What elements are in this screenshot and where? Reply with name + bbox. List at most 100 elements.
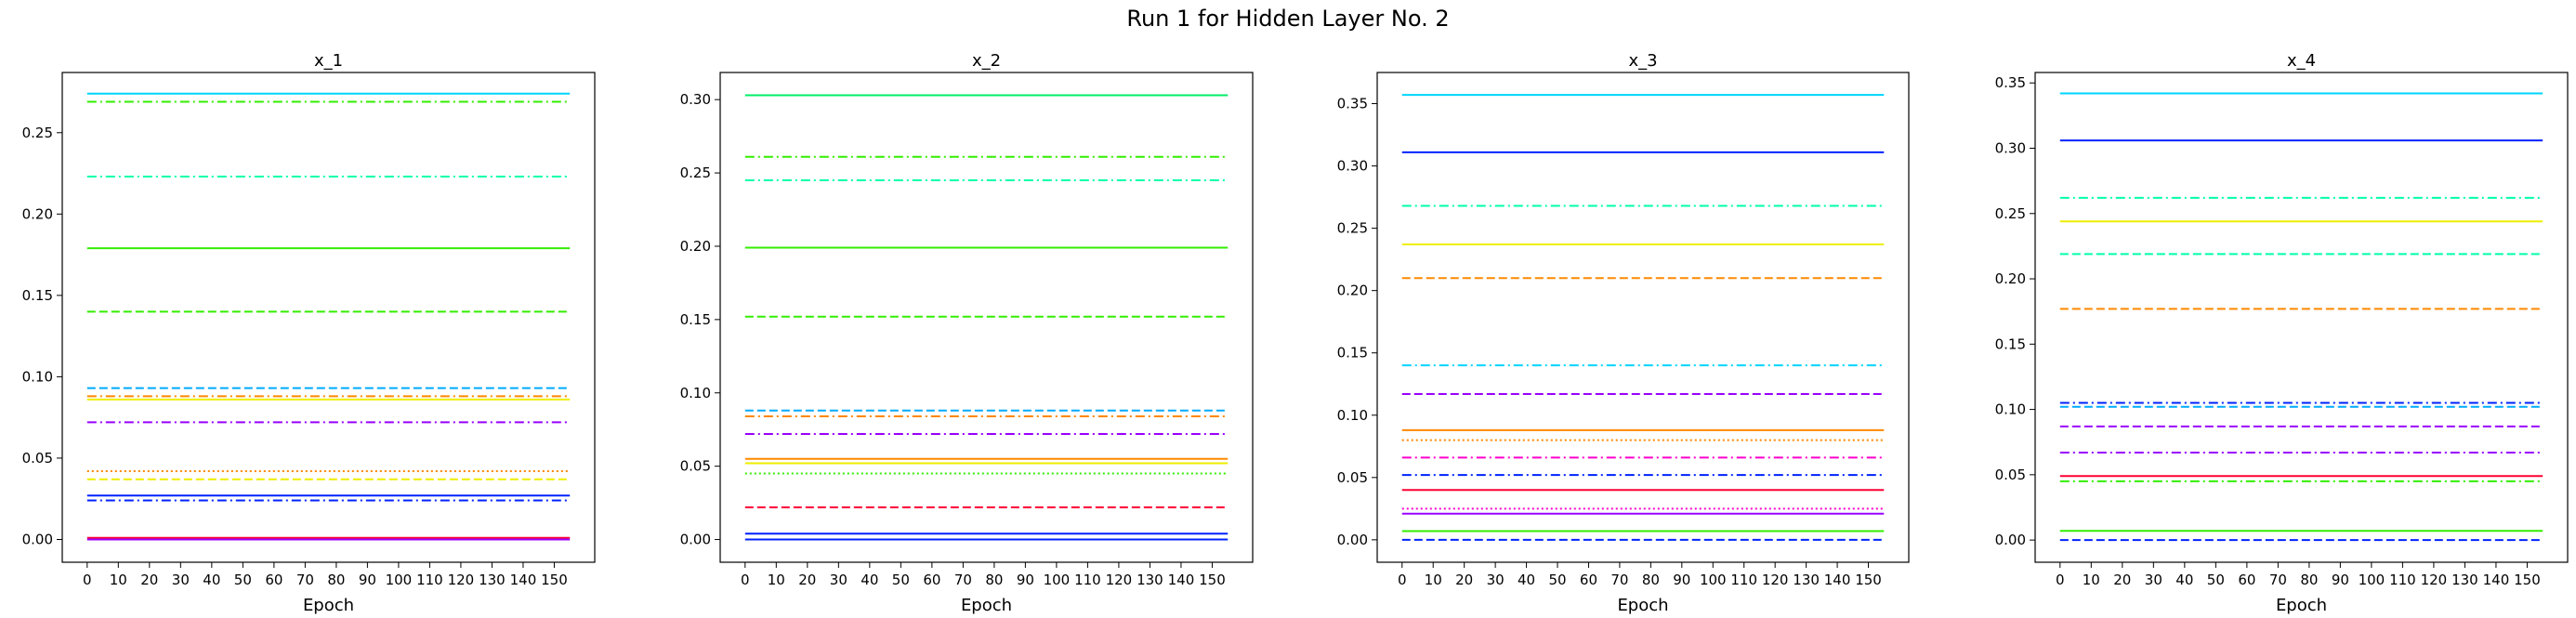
x-tick-label: 80: [985, 572, 1003, 588]
axes-frame: [1376, 72, 1910, 563]
x-axis-title: Epoch: [2276, 596, 2327, 615]
x-tick-label: 90: [1017, 572, 1034, 588]
x-tick-label: 0: [2056, 572, 2065, 588]
y-tick-label: 0.20: [22, 205, 53, 222]
x-tick-label: 150: [1199, 572, 1226, 588]
y-tick-label: 0.20: [680, 238, 711, 255]
x-axis-title: Epoch: [1617, 596, 1668, 615]
y-tick-label: 0.20: [1337, 283, 1368, 299]
x-tick-label: 50: [234, 572, 252, 588]
y-tick-label: 0.00: [22, 531, 53, 547]
x-tick-label: 20: [2113, 572, 2131, 588]
figure-title: Run 1 for Hidden Layer No. 2: [1126, 6, 1450, 32]
x-tick-label: 40: [203, 572, 220, 588]
y-tick-label: 0.10: [1995, 401, 2026, 418]
x-tick-label: 120: [2421, 572, 2448, 588]
y-tick-label: 0.05: [680, 458, 711, 475]
subplot-title: x_4: [2287, 51, 2316, 71]
axes-frame: [61, 72, 596, 563]
subplot-title: x_3: [1628, 51, 1657, 71]
x-tick-label: 120: [448, 572, 475, 588]
axes-frame: [719, 72, 1254, 563]
subplot-1: 0 10 20 30 40 50 60 70 80 90 100 110 120 130 140 150 0.0…: [22, 51, 596, 615]
y-tick-label: 0.25: [1995, 205, 2026, 222]
x-axis-title: Epoch: [961, 596, 1012, 615]
y-tick-label: 0.15: [1337, 345, 1368, 362]
x-tick-label: 20: [1455, 572, 1473, 588]
x-tick-label: 100: [1044, 572, 1071, 588]
x-tick-label: 100: [1700, 572, 1727, 588]
y-tick-label: 0.25: [1337, 220, 1368, 237]
y-tick-label: 0.10: [680, 385, 711, 401]
x-tick-label: 20: [140, 572, 158, 588]
x-tick-label: 60: [923, 572, 940, 588]
y-tick-label: 0.25: [680, 164, 711, 181]
x-tick-label: 130: [479, 572, 506, 588]
y-tick-label: 0.15: [680, 311, 711, 328]
x-tick-label: 150: [1855, 572, 1882, 588]
x-tick-label: 90: [359, 572, 376, 588]
x-tick-label: 110: [2389, 572, 2416, 588]
subplot-title: x_1: [314, 51, 343, 71]
y-tick-label: 0.10: [22, 368, 53, 385]
x-tick-label: 110: [1074, 572, 1101, 588]
x-tick-label: 100: [386, 572, 413, 588]
y-tick-label: 0.05: [1995, 467, 2026, 483]
x-tick-label: 140: [510, 572, 537, 588]
x-tick-label: 60: [265, 572, 283, 588]
x-tick-label: 130: [2451, 572, 2478, 588]
x-tick-label: 10: [110, 572, 127, 588]
x-tick-label: 70: [1610, 572, 1628, 588]
x-tick-label: 0: [1398, 572, 1407, 588]
subplot-2: 0 10 20 30 40 50 60 70 80 90 100 110 120 130 140 150 0.0…: [680, 51, 1254, 615]
x-tick-label: 0: [83, 572, 92, 588]
x-tick-label: 10: [768, 572, 785, 588]
x-tick-label: 70: [296, 572, 314, 588]
x-tick-label: 140: [1168, 572, 1195, 588]
subplot-4: 0 10 20 30 40 50 60 70 80 90 100 110 120 130 140 150 0.0…: [1995, 51, 2569, 615]
x-axis-title: Epoch: [303, 596, 354, 615]
y-tick-label: 0.20: [1995, 270, 2026, 287]
y-tick-label: 0.30: [680, 91, 711, 108]
x-tick-label: 80: [327, 572, 345, 588]
y-tick-label: 0.00: [680, 532, 711, 548]
x-tick-label: 80: [1642, 572, 1660, 588]
x-tick-label: 140: [1824, 572, 1851, 588]
x-tick-label: 10: [2083, 572, 2100, 588]
y-tick-label: 0.15: [22, 287, 53, 304]
x-tick-label: 90: [1673, 572, 1690, 588]
x-tick-label: 30: [1487, 572, 1505, 588]
subplot-title: x_2: [972, 51, 1001, 71]
x-tick-label: 40: [2175, 572, 2193, 588]
x-tick-label: 140: [2483, 572, 2510, 588]
x-tick-label: 40: [1518, 572, 1535, 588]
y-tick-label: 0.00: [1995, 532, 2026, 548]
x-tick-label: 110: [416, 572, 443, 588]
x-tick-label: 60: [2238, 572, 2255, 588]
y-tick-label: 0.15: [1995, 335, 2026, 352]
x-tick-label: 30: [172, 572, 190, 588]
y-tick-label: 0.10: [1337, 407, 1368, 424]
subplot-3: 0 10 20 30 40 50 60 70 80 90 100 110 120 130 140 150 0.0…: [1337, 51, 1910, 615]
x-tick-label: 80: [2300, 572, 2318, 588]
x-tick-label: 20: [798, 572, 816, 588]
y-tick-label: 0.30: [1995, 140, 2026, 157]
x-tick-label: 50: [892, 572, 910, 588]
y-tick-label: 0.35: [1995, 74, 2026, 91]
x-tick-label: 70: [954, 572, 972, 588]
x-tick-label: 120: [1106, 572, 1133, 588]
y-tick-label: 0.35: [1337, 96, 1368, 112]
x-tick-label: 10: [1425, 572, 1442, 588]
x-tick-label: 30: [830, 572, 848, 588]
x-tick-label: 150: [2514, 572, 2541, 588]
x-tick-label: 50: [2207, 572, 2225, 588]
axes-frame: [2034, 72, 2569, 563]
x-tick-label: 40: [861, 572, 878, 588]
y-tick-label: 0.30: [1337, 158, 1368, 175]
y-tick-label: 0.05: [22, 450, 53, 467]
x-tick-label: 30: [2145, 572, 2162, 588]
x-tick-label: 90: [2332, 572, 2349, 588]
x-tick-label: 0: [741, 572, 750, 588]
x-tick-label: 150: [541, 572, 568, 588]
